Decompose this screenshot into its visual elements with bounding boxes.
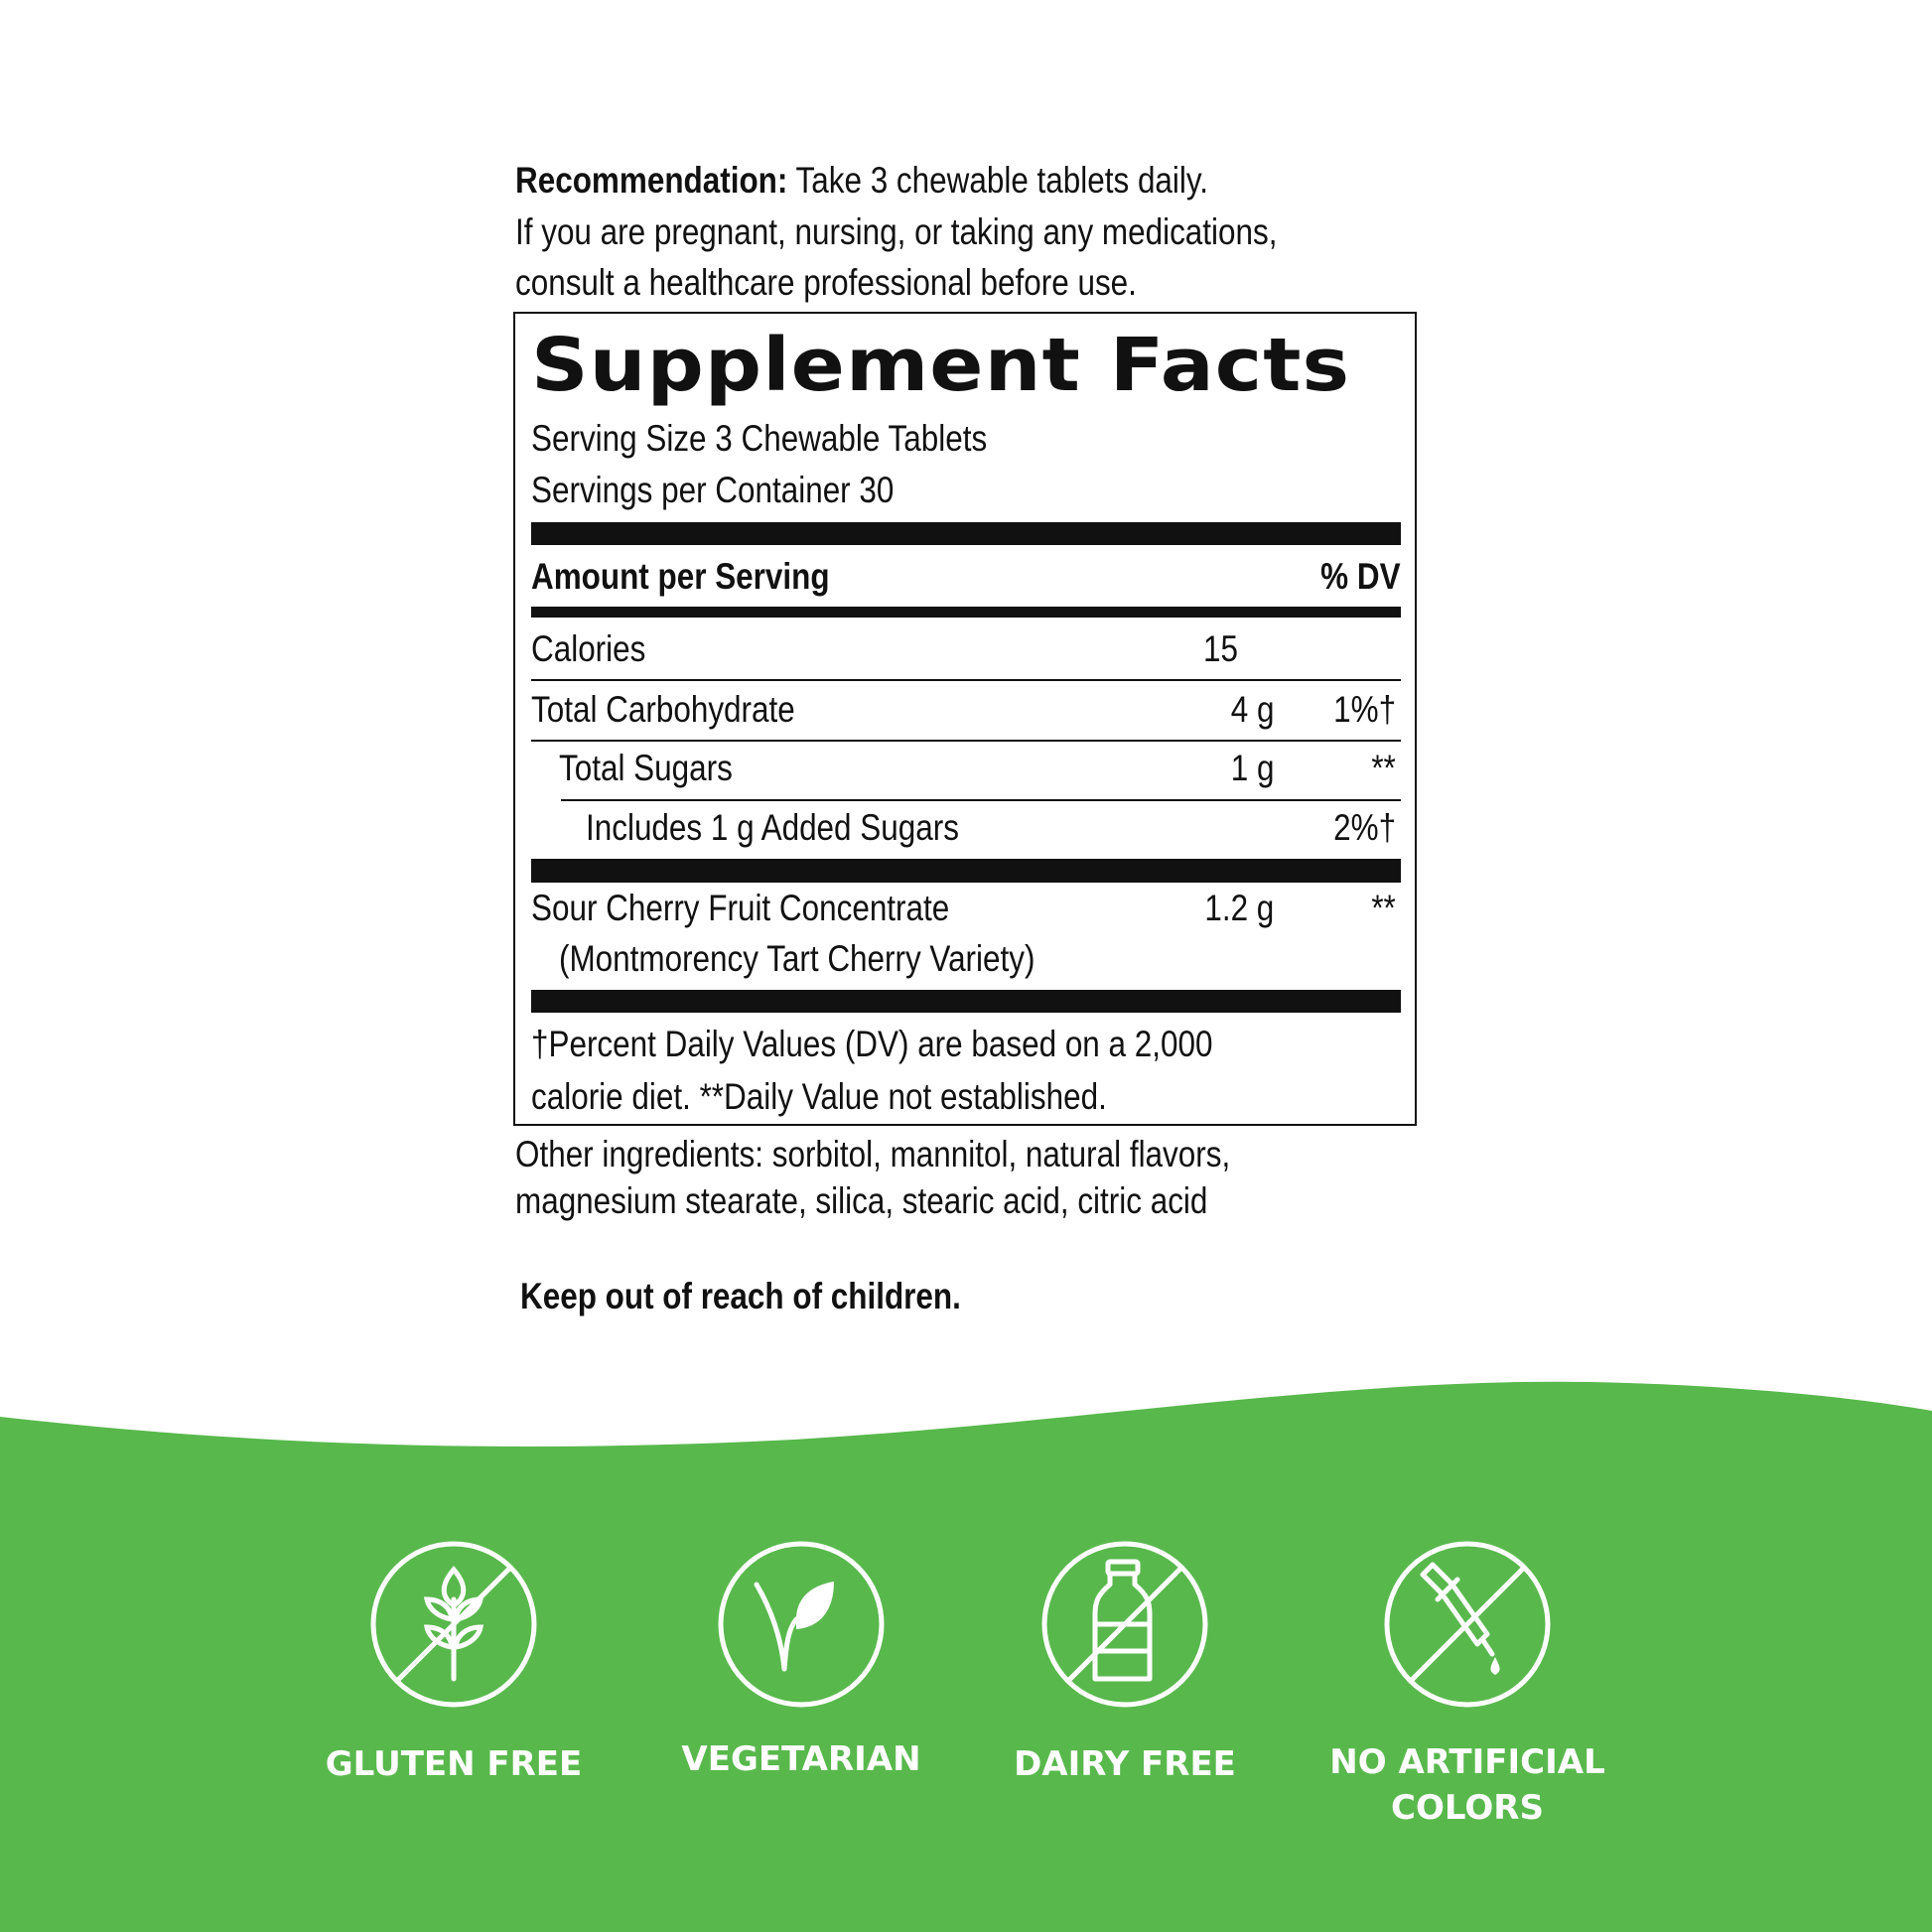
dropper-crossed-icon: [1384, 1541, 1551, 1708]
row-dv-carbohydrate: 1%†: [1333, 689, 1396, 730]
facts-title: Supplement Facts: [531, 323, 1351, 408]
wheat-crossed-icon: [370, 1541, 537, 1708]
row-name-total-sugars: Total Sugars: [559, 748, 733, 788]
warning-line-2: consult a healthcare professional before…: [515, 262, 1137, 303]
row-divider: [531, 740, 1401, 742]
recommendation-text: Take 3 chewable tablets daily.: [795, 160, 1209, 201]
row-sub-sour-cherry: (Montmorency Tart Cherry Variety): [559, 938, 1035, 979]
row-name-calories: Calories: [531, 628, 646, 669]
row-dv-added-sugars: 2%†: [1333, 807, 1396, 848]
row-name-sour-cherry: Sour Cherry Fruit Concentrate: [531, 888, 950, 928]
row-amount-calories: 15: [1203, 628, 1238, 669]
keep-out-of-reach: Keep out of reach of children.: [520, 1276, 961, 1316]
badge-label-no-artificial: NO ARTIFICIAL: [1329, 1742, 1605, 1782]
row-divider: [531, 679, 1401, 681]
badge-label-colors: COLORS: [1391, 1788, 1544, 1828]
serving-size: Serving Size 3 Chewable Tablets: [531, 418, 988, 459]
thick-divider: [531, 522, 1401, 545]
row-divider: [561, 799, 1401, 801]
row-dv-sour-cherry: **: [1371, 888, 1396, 928]
leaf-sprout-icon: [718, 1541, 885, 1708]
header-dv: % DV: [1320, 556, 1401, 597]
badge-label-dairy-free: DAIRY FREE: [1014, 1744, 1236, 1784]
servings-per-container: Servings per Container 30: [531, 470, 895, 510]
header-amount: Amount per Serving: [531, 556, 830, 597]
row-amount-carbohydrate: 4 g: [1230, 689, 1274, 730]
row-amount-sour-cherry: 1.2 g: [1204, 888, 1274, 928]
milk-bottle-crossed-icon: [1041, 1541, 1208, 1708]
supplement-facts-panel: [513, 312, 1417, 1126]
row-name-carbohydrate: Total Carbohydrate: [531, 689, 795, 730]
row-name-added-sugars: Includes 1 g Added Sugars: [586, 807, 959, 848]
recommendation: Recommendation: Take 3 chewable tablets …: [515, 161, 1208, 201]
badge-label-gluten-free: GLUTEN FREE: [325, 1744, 583, 1784]
row-amount-total-sugars: 1 g: [1230, 748, 1274, 788]
thick-divider: [531, 990, 1401, 1013]
medium-divider: [531, 607, 1401, 618]
badge-label-vegetarian: VEGETARIAN: [681, 1739, 921, 1779]
warning-line-1: If you are pregnant, nursing, or taking …: [515, 211, 1278, 252]
row-dv-total-sugars: **: [1371, 748, 1396, 788]
footnote-line-1: †Percent Daily Values (DV) are based on …: [531, 1024, 1213, 1064]
other-ingredients-line-2: magnesium stearate, silica, stearic acid…: [515, 1180, 1208, 1221]
other-ingredients-line-1: Other ingredients: sorbitol, mannitol, n…: [515, 1134, 1231, 1174]
recommendation-label: Recommendation:: [515, 160, 788, 201]
thick-divider: [531, 859, 1401, 883]
footnote-line-2: calorie diet. **Daily Value not establis…: [531, 1076, 1107, 1117]
